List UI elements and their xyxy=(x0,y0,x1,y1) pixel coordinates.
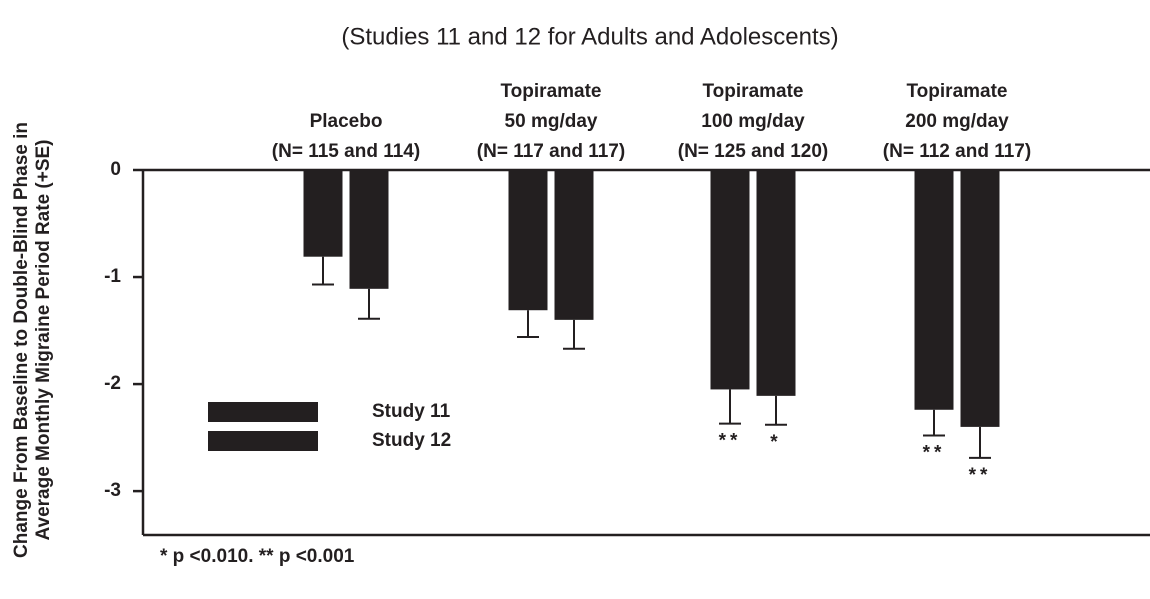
category-label: (N= 112 and 117) xyxy=(883,141,1031,162)
category-label: (N= 125 and 120) xyxy=(678,141,829,162)
chart-title: (Studies 11 and 12 for Adults and Adoles… xyxy=(341,23,838,50)
footnote: * p <0.010. ** p <0.001 xyxy=(160,546,355,567)
y-axis-label: Change From Baseline to Double-Blind Pha… xyxy=(11,122,32,558)
category-label: 200 mg/day xyxy=(905,111,1009,132)
significance-marker: ** xyxy=(923,442,946,463)
bar xyxy=(303,170,343,257)
y-tick-label: 0 xyxy=(110,159,121,180)
legend-label: Study 11 xyxy=(372,401,451,422)
category-label: (N= 117 and 117) xyxy=(477,141,625,162)
significance-marker: * xyxy=(770,432,781,453)
y-tick-label: -2 xyxy=(104,373,121,394)
bar xyxy=(554,170,594,320)
legend-label: Study 12 xyxy=(372,430,451,451)
y-axis-label: Average Monthly Migraine Period Rate (+S… xyxy=(33,139,54,540)
y-tick-label: -3 xyxy=(104,480,121,501)
category-label: Placebo xyxy=(310,111,383,132)
legend-swatch xyxy=(208,431,318,451)
category-label: Topiramate xyxy=(702,81,803,102)
significance-marker: ** xyxy=(969,465,992,486)
category-label: Topiramate xyxy=(500,81,601,102)
category-label: (N= 115 and 114) xyxy=(272,141,420,162)
category-label: 100 mg/day xyxy=(701,111,805,132)
category-label: Topiramate xyxy=(906,81,1007,102)
significance-marker: ** xyxy=(719,431,742,452)
y-tick-label: -1 xyxy=(104,266,121,287)
bar xyxy=(914,170,954,410)
category-label: 50 mg/day xyxy=(505,111,598,132)
bar xyxy=(960,170,1000,427)
bar xyxy=(756,170,796,396)
legend-swatch xyxy=(208,402,318,422)
bar xyxy=(710,170,750,390)
bar xyxy=(508,170,548,311)
bar xyxy=(349,170,389,289)
